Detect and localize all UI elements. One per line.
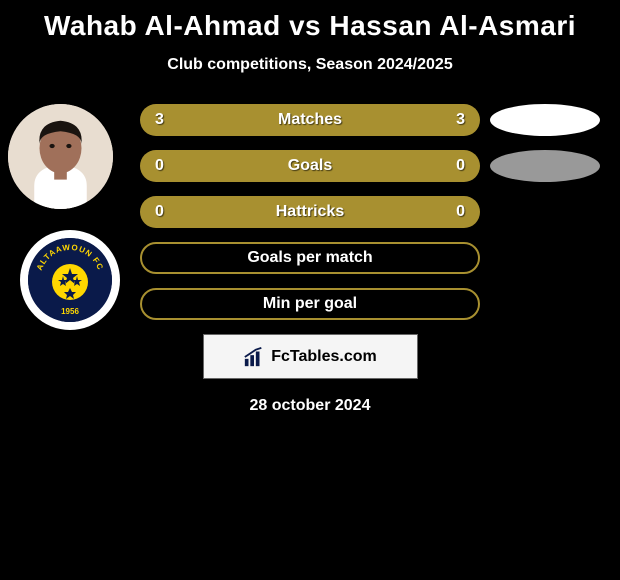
date-text: 28 october 2024: [0, 397, 620, 415]
stat-row-goals: 0 Goals 0: [0, 150, 620, 182]
stats-area: ALTAAWOUN FC 1956 3 Matches 3: [0, 104, 620, 320]
stat-bar: Goals per match: [140, 242, 480, 274]
stat-bar: Min per goal: [140, 288, 480, 320]
stat-bar: 3 Matches 3: [140, 104, 480, 136]
stat-right-value: 3: [456, 111, 465, 129]
chart-icon: [243, 346, 265, 368]
subtitle: Club competitions, Season 2024/2025: [0, 56, 620, 74]
infographic-container: Wahab Al-Ahmad vs Hassan Al-Asmari Club …: [0, 0, 620, 580]
stat-label: Goals per match: [247, 249, 372, 267]
stat-row-hattricks: 0 Hattricks 0: [0, 196, 620, 228]
stat-right-value: 0: [456, 157, 465, 175]
stat-label: Goals: [288, 157, 332, 175]
stat-label: Matches: [278, 111, 342, 129]
stat-label: Hattricks: [276, 203, 344, 221]
stat-bar: 0 Goals 0: [140, 150, 480, 182]
stat-right-value: 0: [456, 203, 465, 221]
stat-row-matches: 3 Matches 3: [0, 104, 620, 136]
page-title: Wahab Al-Ahmad vs Hassan Al-Asmari: [0, 0, 620, 42]
stat-label: Min per goal: [263, 295, 357, 313]
right-indicator: [490, 150, 600, 182]
right-indicator: [490, 104, 600, 136]
stat-bar: 0 Hattricks 0: [140, 196, 480, 228]
fctables-badge: FcTables.com: [203, 334, 418, 379]
fctables-label: FcTables.com: [271, 348, 377, 366]
stat-row-min-per-goal: Min per goal: [0, 288, 620, 320]
stat-left-value: 3: [155, 111, 164, 129]
stat-left-value: 0: [155, 157, 164, 175]
stat-left-value: 0: [155, 203, 164, 221]
stat-row-goals-per-match: Goals per match: [0, 242, 620, 274]
